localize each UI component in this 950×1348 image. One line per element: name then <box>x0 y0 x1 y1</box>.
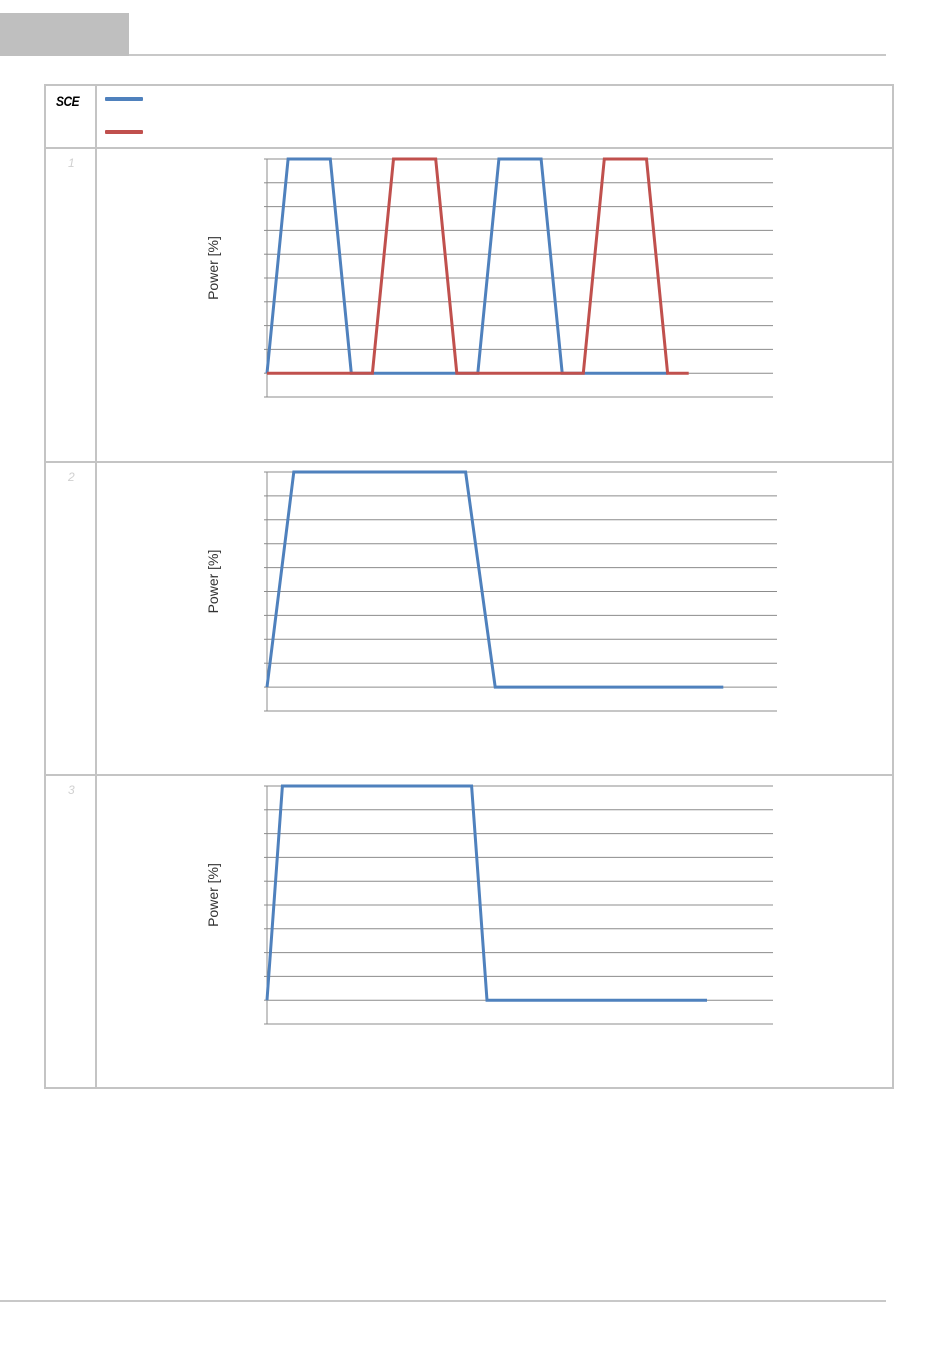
series-line-0 <box>265 470 724 689</box>
power-chart-3: Power [%] <box>205 784 773 1025</box>
series-line-0 <box>265 784 707 1002</box>
row-divider <box>46 461 892 463</box>
series-line-1 <box>267 157 689 375</box>
y-axis-label: Power [%] <box>205 236 221 300</box>
row-divider <box>46 147 892 149</box>
row-number: 2 <box>68 470 75 484</box>
legend-swatch-blue <box>105 97 143 101</box>
legend-swatch-red <box>105 130 143 134</box>
footer-rule <box>0 1300 886 1302</box>
row-divider <box>46 774 892 776</box>
power-chart-1: Power [%] <box>205 157 773 398</box>
series-line-0 <box>265 157 668 375</box>
scenario-table: SCE 1 2 3 <box>44 84 894 1089</box>
row-number: 1 <box>68 156 75 170</box>
header-rule <box>129 54 886 56</box>
header-tab <box>0 13 129 56</box>
y-axis-label: Power [%] <box>205 863 221 927</box>
legend-label: SCE <box>56 93 80 109</box>
y-axis-label: Power [%] <box>205 550 221 614</box>
power-chart-2: Power [%] <box>205 470 777 712</box>
column-divider <box>95 86 97 1087</box>
row-number: 3 <box>68 783 75 797</box>
